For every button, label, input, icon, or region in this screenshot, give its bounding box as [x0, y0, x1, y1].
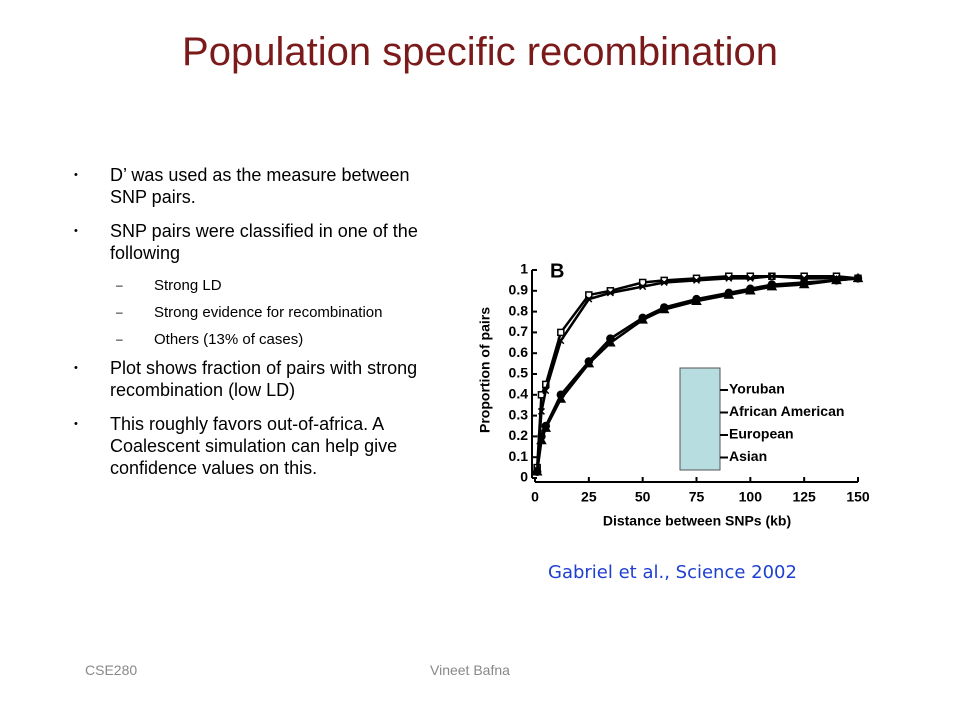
x-axis-label: Distance between SNPs (kb)	[603, 513, 791, 529]
legend-label: African American	[729, 403, 844, 419]
x-tick-label: 125	[792, 489, 816, 505]
marker	[831, 274, 842, 285]
y-tick-label: 0.9	[509, 282, 529, 298]
y-tick-label: 0.7	[509, 323, 529, 339]
x-tick-label: 25	[581, 489, 597, 505]
x-tick-label: 150	[846, 489, 870, 505]
bullet: Others (13% of cases)	[72, 330, 442, 349]
footer-author: Vineet Bafna	[430, 662, 510, 678]
y-tick-label: 0.1	[509, 448, 529, 464]
marker	[766, 281, 778, 291]
y-tick-label: 0.4	[509, 386, 529, 402]
marker	[798, 279, 810, 289]
legend-label: Yoruban	[729, 381, 785, 397]
marker	[606, 289, 614, 297]
bullet: Strong evidence for recombination	[72, 303, 442, 322]
marker	[725, 274, 733, 282]
marker	[540, 422, 552, 432]
marker	[531, 466, 543, 476]
x-tick-label: 50	[635, 489, 651, 505]
marker	[745, 285, 756, 295]
marker	[583, 358, 595, 368]
panel-label: B	[550, 260, 564, 282]
y-tick-label: 0	[520, 469, 528, 485]
legend-label: Asian	[729, 448, 767, 464]
marker	[542, 387, 550, 395]
marker	[557, 337, 565, 345]
marker	[658, 304, 670, 314]
marker	[637, 314, 648, 324]
bullet: SNP pairs were classified in one of the …	[72, 220, 442, 264]
footer-course: CSE280	[85, 662, 138, 678]
legend-label: European	[729, 426, 794, 442]
bullet: Plot shows fraction of pairs with strong…	[72, 357, 442, 401]
marker	[557, 328, 565, 337]
bullet-list: D’ was used as the measure between SNP p…	[72, 164, 442, 491]
marker	[537, 407, 545, 415]
y-tick-label: 1	[520, 261, 528, 277]
marker	[691, 295, 702, 305]
y-tick-label: 0.6	[509, 344, 529, 360]
slide-title: Population specific recombination	[182, 30, 778, 74]
x-tick-label: 0	[531, 489, 539, 505]
marker	[660, 278, 668, 287]
marker	[555, 393, 567, 403]
x-tick-label: 100	[739, 489, 763, 505]
marker	[585, 295, 593, 303]
marker	[605, 337, 616, 347]
legend-box	[679, 367, 721, 471]
marker	[536, 435, 547, 445]
marker	[746, 274, 754, 282]
bullet: This roughly favors out-of-africa. A Coa…	[72, 413, 442, 479]
bullet: Strong LD	[72, 276, 442, 295]
marker	[852, 272, 864, 283]
y-tick-label: 0.2	[509, 427, 529, 443]
y-tick-label: 0.3	[509, 406, 529, 422]
y-tick-label: 0.8	[509, 302, 529, 318]
y-axis-label: Proportion of pairs	[477, 307, 493, 433]
bullet: D’ was used as the measure between SNP p…	[72, 164, 442, 208]
marker	[723, 289, 735, 299]
marker	[768, 272, 776, 280]
x-tick-label: 75	[689, 489, 705, 505]
marker	[692, 276, 701, 284]
caption: Gabriel et al., Science 2002	[548, 562, 797, 583]
y-tick-label: 0.5	[509, 365, 529, 381]
marker	[639, 283, 647, 291]
